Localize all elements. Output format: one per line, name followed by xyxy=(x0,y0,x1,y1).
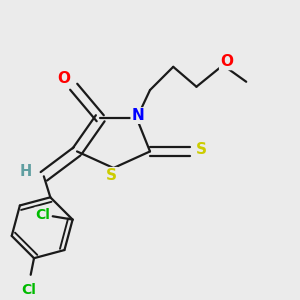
Text: H: H xyxy=(20,164,32,179)
Text: O: O xyxy=(220,54,233,69)
Text: N: N xyxy=(131,108,144,123)
Text: S: S xyxy=(106,168,117,183)
Text: Cl: Cl xyxy=(22,283,37,297)
Text: Cl: Cl xyxy=(35,208,50,222)
Text: O: O xyxy=(57,71,70,86)
Text: S: S xyxy=(196,142,207,157)
